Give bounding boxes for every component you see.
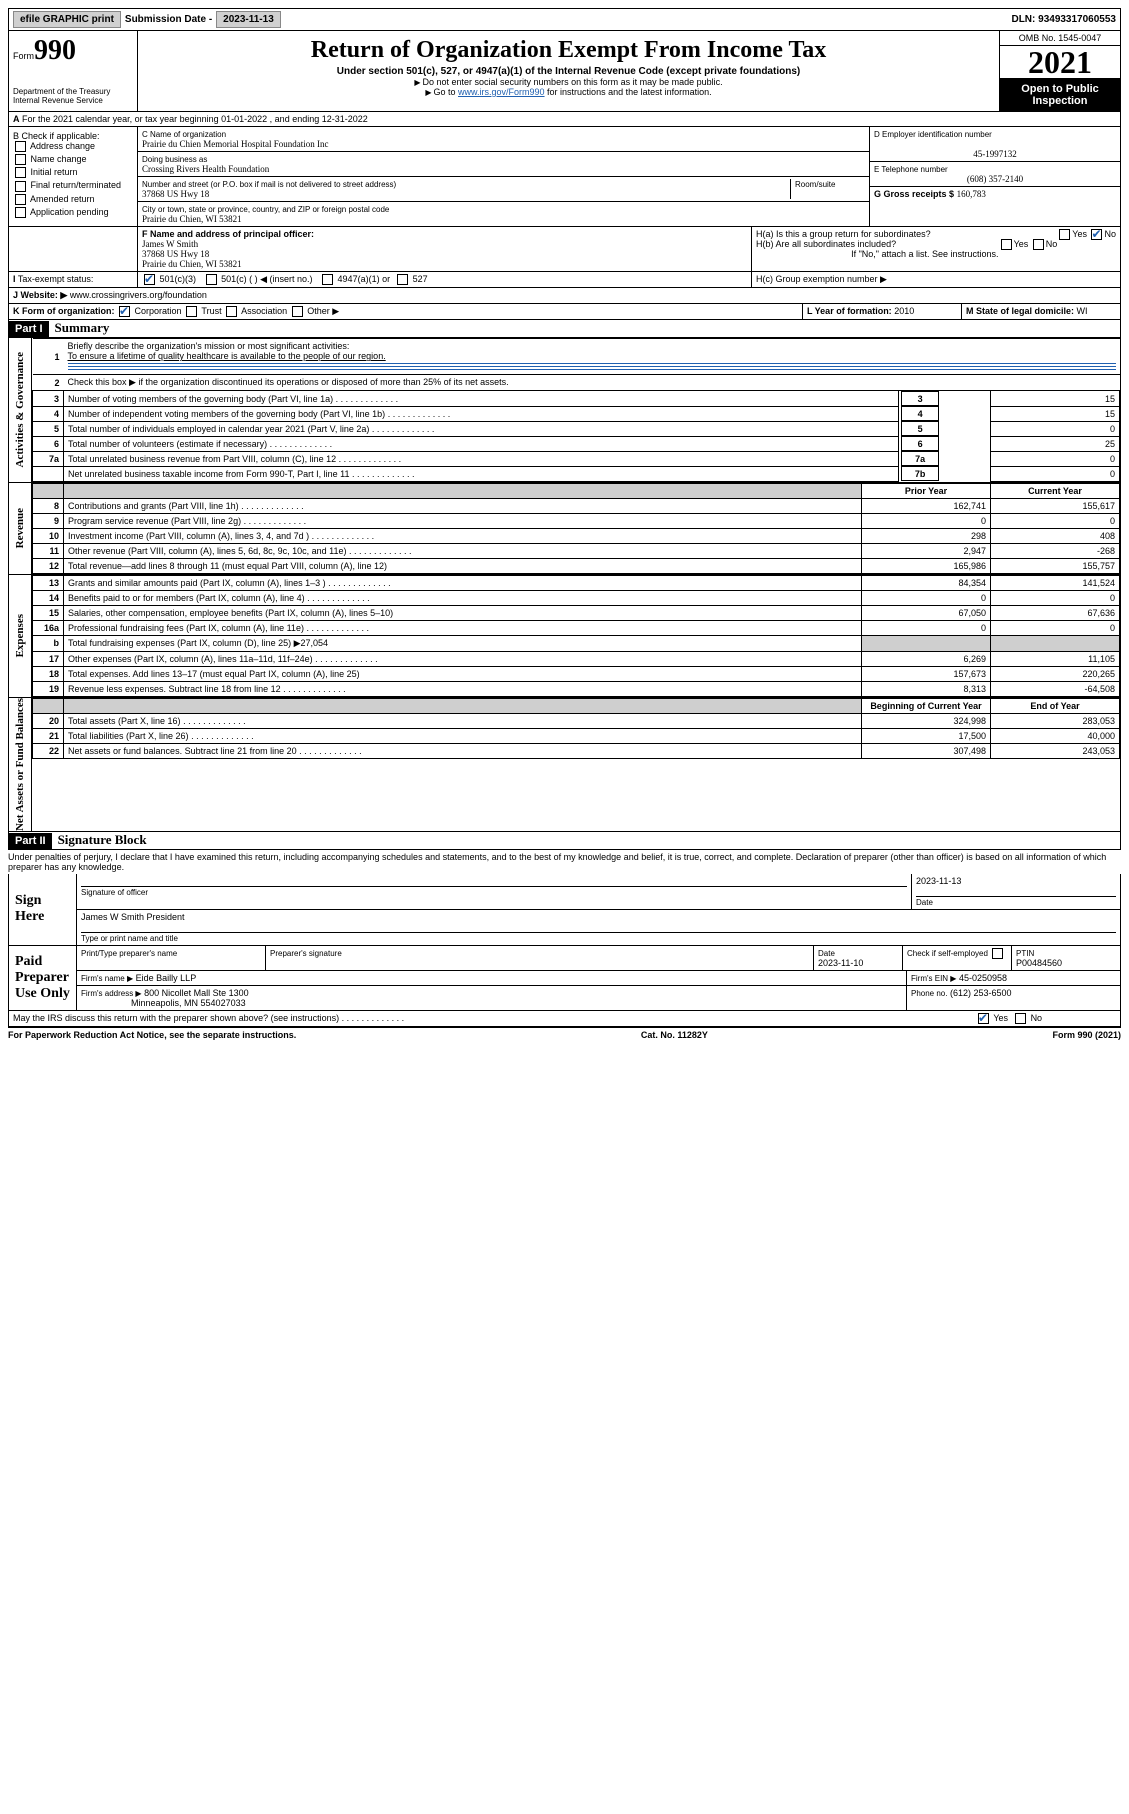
website: www.crossingrivers.org/foundation — [70, 290, 207, 300]
section-b: B Check if applicable: Address change Na… — [9, 127, 138, 226]
section-i-label: I Tax-exempt status: — [9, 272, 138, 287]
form-word: Form — [13, 51, 34, 61]
org-name: Prairie du Chien Memorial Hospital Found… — [142, 139, 328, 149]
ein: 45-1997132 — [874, 149, 1116, 159]
section-h: H(a) Is this a group return for subordin… — [751, 227, 1120, 271]
part-2-header: Part IISignature Block — [8, 832, 1121, 850]
paid-preparer-block: Paid Preparer Use Only Print/Type prepar… — [8, 946, 1121, 1011]
section-hc: H(c) Group exemption number ▶ — [751, 272, 1120, 287]
section-f: F Name and address of principal officer:… — [138, 227, 751, 271]
section-j: J Website: ▶ www.crossingrivers.org/foun… — [9, 288, 1120, 303]
tax-exempt-status: 501(c)(3) 501(c) ( ) ◀ (insert no.) 4947… — [138, 272, 751, 287]
form-subtitle: Under section 501(c), 527, or 4947(a)(1)… — [142, 66, 995, 77]
section-a: A For the 2021 calendar year, or tax yea… — [8, 112, 1121, 127]
form-note-goto: Go to www.irs.gov/Form990 for instructio… — [142, 87, 995, 97]
dept-treasury: Department of the Treasury Internal Reve… — [13, 87, 133, 105]
telephone: (608) 357-2140 — [874, 174, 1116, 184]
ptin: P00484560 — [1016, 958, 1062, 968]
form-title: Return of Organization Exempt From Incom… — [142, 37, 995, 64]
street-address: 37868 US Hwy 18 — [142, 189, 209, 199]
section-m: M State of legal domicile: WI — [961, 304, 1120, 319]
form-note-ssn: Do not enter social security numbers on … — [142, 77, 995, 87]
section-k: K Form of organization: Corporation Trus… — [9, 304, 802, 319]
page-footer: For Paperwork Reduction Act Notice, see … — [8, 1028, 1121, 1042]
vtab-net-assets: Net Assets or Fund Balances — [9, 698, 32, 831]
open-to-public: Open to Public Inspection — [1000, 79, 1120, 111]
city-state-zip: Prairie du Chien, WI 53821 — [142, 214, 242, 224]
form-header: Form990 Department of the Treasury Inter… — [8, 31, 1121, 112]
section-d-e-g: D Employer identification number45-19971… — [869, 127, 1120, 226]
officer-name: James W Smith — [142, 239, 198, 249]
irs-link[interactable]: www.irs.gov/Form990 — [458, 87, 545, 97]
part-1-header: Part ISummary — [8, 320, 1121, 338]
firm-name: Eide Bailly LLP — [136, 973, 197, 983]
top-bar: efile GRAPHIC print Submission Date - 20… — [8, 8, 1121, 31]
dba: Crossing Rivers Health Foundation — [142, 164, 269, 174]
tax-year: 2021 — [1000, 46, 1120, 79]
vtab-activities-governance: Activities & Governance — [9, 338, 32, 482]
submission-date-button[interactable]: 2023-11-13 — [216, 11, 281, 28]
form-number: 990 — [34, 35, 76, 66]
vtab-expenses: Expenses — [9, 575, 32, 697]
perjury-declaration: Under penalties of perjury, I declare th… — [8, 852, 1121, 872]
section-c: C Name of organizationPrairie du Chien M… — [138, 127, 869, 226]
sign-here-block: Sign Here Signature of officer 2023-11-1… — [8, 874, 1121, 946]
dln-label: DLN: 93493317060553 — [1011, 14, 1116, 25]
officer-sign-date: 2023-11-13 — [916, 876, 961, 886]
gross-receipts: 160,783 — [957, 189, 986, 199]
firm-phone: (612) 253-6500 — [950, 988, 1012, 998]
may-irs-discuss: May the IRS discuss this return with the… — [9, 1011, 972, 1026]
vtab-revenue: Revenue — [9, 483, 32, 574]
submission-date-label: Submission Date - — [125, 14, 212, 25]
section-l: L Year of formation: 2010 — [802, 304, 961, 319]
mission-statement: To ensure a lifetime of quality healthca… — [68, 351, 386, 361]
efile-print-button[interactable]: efile GRAPHIC print — [13, 11, 121, 28]
firm-ein: 45-0250958 — [959, 973, 1007, 983]
officer-type-name: James W Smith President — [81, 912, 185, 922]
firm-address: 800 Nicollet Mall Ste 1300 — [144, 988, 249, 998]
preparer-date: 2023-11-10 — [818, 958, 863, 968]
